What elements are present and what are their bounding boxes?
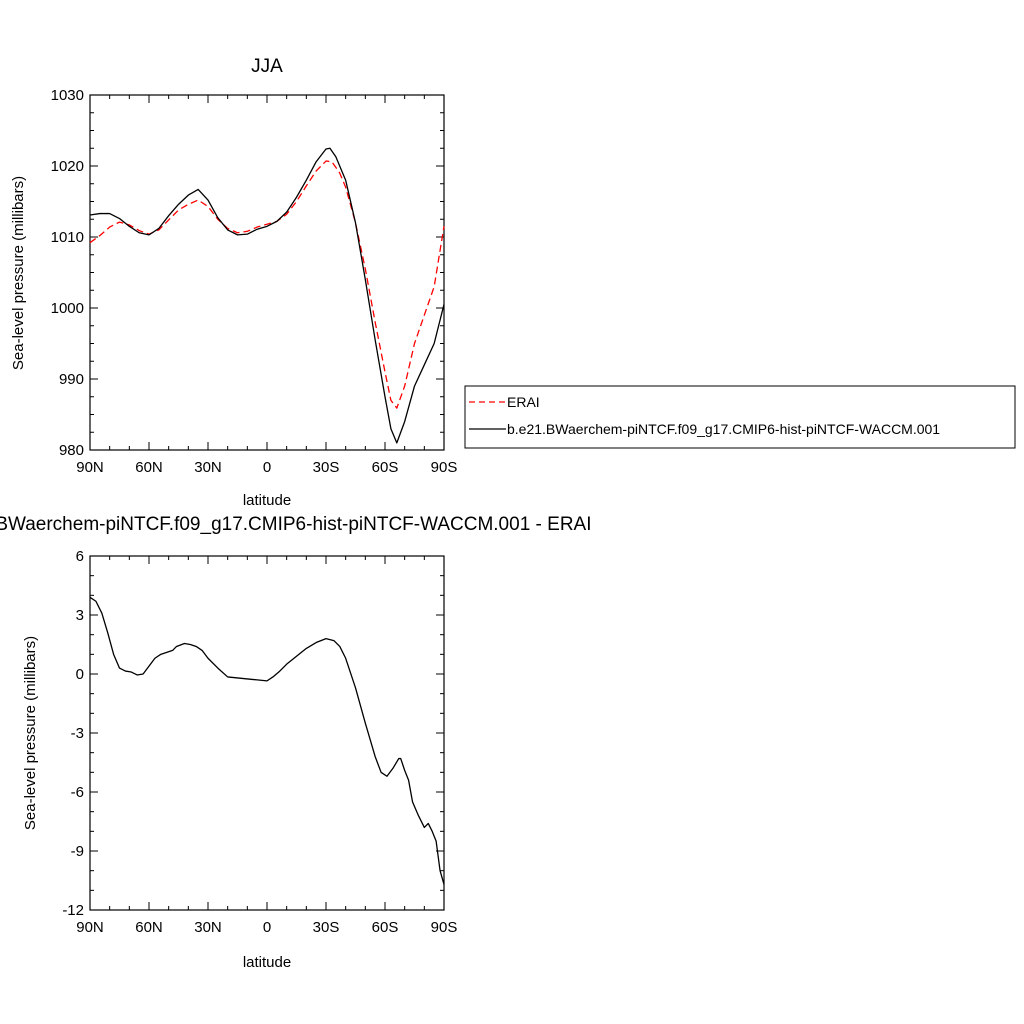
- y-axis-title: Sea-level pressure (millibars): [10, 176, 27, 370]
- y-tick-label: -9: [71, 843, 84, 860]
- legend-label-model: b.e21.BWaerchem-piNTCF.f09_g17.CMIP6-his…: [507, 421, 940, 437]
- y-tick-label: 3: [76, 607, 84, 624]
- y-tick-label: 980: [59, 442, 84, 459]
- y-tick-label: 1020: [51, 158, 84, 175]
- pressure-chart: JJA 90N 60N 30N 0 30S 60S 90S 980 990 1000 1010 102…: [10, 56, 457, 509]
- x-axis-title: latitude: [243, 492, 291, 509]
- difference-chart: b.e21.BWaerchem-piNTCF.f09_g17.CMIP6-his…: [0, 514, 592, 971]
- y-tick-label: 0: [76, 666, 84, 683]
- y-tick-label: 990: [59, 371, 84, 388]
- x-tick-label: 0: [263, 459, 271, 476]
- chart-title: b.e21.BWaerchem-piNTCF.f09_g17.CMIP6-his…: [0, 514, 592, 535]
- x-tick-label: 60N: [135, 919, 163, 936]
- chart-title: JJA: [251, 56, 283, 77]
- x-tick-label: 30S: [313, 459, 340, 476]
- x-tick-label: 90S: [431, 459, 458, 476]
- x-tick-label: 60S: [372, 459, 399, 476]
- x-tick-label: 30N: [194, 459, 222, 476]
- plot-frame: [89, 555, 445, 911]
- y-tick-label: 1000: [51, 300, 84, 317]
- x-tick-label: 0: [263, 919, 271, 936]
- plot-area: 90N 60N 30N 0 30S 60S 90S 980 990 1000 1010 1020 103…: [51, 87, 458, 476]
- y-tick-label: 1010: [51, 229, 84, 246]
- x-tick-label: 90N: [76, 919, 104, 936]
- x-tick-label: 60N: [135, 459, 163, 476]
- legend-label-erai: ERAI: [507, 394, 540, 410]
- x-tick-label: 30S: [313, 919, 340, 936]
- y-tick-label: -6: [71, 784, 84, 801]
- y-tick-label: -12: [62, 902, 84, 919]
- series-line-1: [89, 160, 445, 409]
- series-line-1: [89, 596, 445, 885]
- x-tick-label: 30N: [194, 919, 222, 936]
- plot-area: 90N 60N 30N 0 30S 60S 90S -12 -9 -6 -3 0 3 6: [62, 548, 457, 936]
- series-line-2: [89, 147, 445, 444]
- x-tick-label: 90N: [76, 459, 104, 476]
- plot-frame: [89, 94, 445, 451]
- legend: ERAI b.e21.BWaerchem-piNTCF.f09_g17.CMIP…: [464, 385, 1016, 449]
- y-axis-title: Sea-level pressure (millibars): [22, 636, 39, 830]
- x-tick-label: 60S: [372, 919, 399, 936]
- x-axis-title: latitude: [243, 954, 291, 971]
- legend-box: [464, 385, 1016, 449]
- y-tick-label: 1030: [51, 87, 84, 104]
- x-tick-label: 90S: [431, 919, 458, 936]
- y-tick-label: 6: [76, 548, 84, 565]
- y-tick-label: -3: [71, 725, 84, 742]
